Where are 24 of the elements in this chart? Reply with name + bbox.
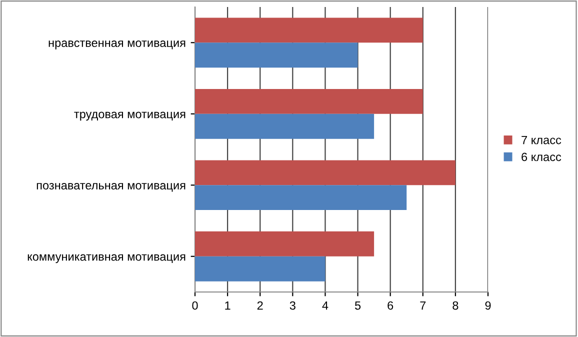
bar xyxy=(195,185,407,210)
x-tick-label: 2 xyxy=(257,301,263,310)
x-tick-label: 3 xyxy=(290,301,296,310)
legend-label: 7 класс xyxy=(522,136,562,144)
bar xyxy=(195,114,374,139)
x-tick-label: 8 xyxy=(452,301,458,310)
y-tick-label: познавательная мотивация xyxy=(36,183,186,192)
x-tick-label: 4 xyxy=(322,301,328,310)
x-tick-label: 1 xyxy=(225,301,230,310)
bar xyxy=(195,88,423,114)
x-tick-label: 9 xyxy=(485,301,491,310)
x-tick-label: 7 xyxy=(420,301,426,310)
bar xyxy=(195,18,423,43)
bar xyxy=(195,160,456,186)
bar xyxy=(195,256,326,282)
x-tick-label: 0 xyxy=(192,301,198,310)
y-tick-label: трудовая мотивация xyxy=(74,112,186,121)
x-tick-label: 6 xyxy=(388,301,394,310)
x-tick-label: 5 xyxy=(354,301,361,310)
bar xyxy=(195,42,358,68)
legend-label: 6 класс xyxy=(522,152,562,162)
y-tick-label: нравственная мотивация xyxy=(48,40,186,50)
y-tick-label: коммуникативная мотивация xyxy=(28,254,186,264)
bar xyxy=(195,231,374,256)
